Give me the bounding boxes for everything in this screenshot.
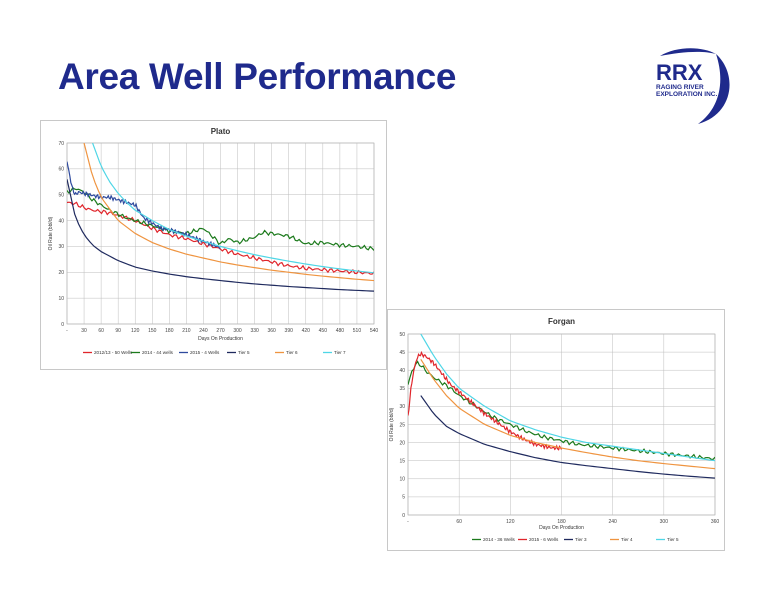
x-tick-label: 180 (165, 328, 174, 334)
x-tick-label: 30 (81, 328, 87, 334)
series-line (420, 359, 715, 470)
series-line (83, 143, 374, 282)
y-tick-label: 0 (402, 513, 405, 519)
legend-entry: Tier 3 (575, 537, 587, 542)
x-tick-label: 60 (98, 328, 104, 334)
x-tick-label: 270 (216, 328, 225, 334)
y-tick-label: 30 (399, 404, 405, 410)
x-tick-label: 240 (199, 328, 208, 334)
y-tick-label: 5 (402, 495, 405, 501)
y-tick-label: 35 (399, 386, 405, 392)
legend-entry: 2014 - 44 wells (142, 350, 174, 355)
x-axis-label: Days On Production (198, 336, 243, 342)
y-tick-label: 70 (58, 141, 64, 147)
x-tick-label: 120 (131, 328, 140, 334)
y-tick-label: 50 (399, 332, 405, 338)
y-tick-label: 45 (399, 350, 405, 356)
x-tick-label: 330 (250, 328, 259, 334)
legend-entry: Tier 5 (238, 350, 250, 355)
y-tick-label: 60 (58, 167, 64, 173)
x-tick-label: 120 (506, 519, 515, 525)
legend-entry: 2015 - 4 Wells (190, 350, 220, 355)
series-line (67, 179, 374, 292)
x-tick-label: 210 (182, 328, 191, 334)
y-axis-label: Oil Rate (bbl/d) (389, 407, 395, 441)
x-tick-label: 300 (233, 328, 242, 334)
x-tick-label: 60 (456, 519, 462, 525)
y-tick-label: 50 (58, 193, 64, 199)
y-tick-label: 25 (399, 422, 405, 428)
x-tick-label: 480 (336, 328, 345, 334)
chart-title: Plato (211, 127, 231, 136)
legend-entry: 2014 - 36 Wells (483, 537, 516, 542)
x-tick-label: - (407, 519, 409, 525)
legend-entry: Tier 7 (334, 350, 346, 355)
x-tick-label: 510 (353, 328, 362, 334)
logo-subtitle: RAGING RIVER EXPLORATION INC. (656, 84, 726, 98)
series-line (67, 186, 374, 251)
y-tick-label: 20 (58, 270, 64, 276)
y-tick-label: 40 (58, 218, 64, 224)
chart-panel-forgan: Forgan 0 5 10 15 20 25 30 35 40 45 50 - 60 120 180 240 30… (387, 309, 725, 551)
x-tick-label: 360 (711, 519, 720, 525)
y-axis-label: Oil Rate (bbl/d) (48, 216, 54, 250)
x-tick-label: 450 (319, 328, 328, 334)
legend-entry: Tier 6 (286, 350, 298, 355)
x-tick-label: 300 (660, 519, 669, 525)
series-line (420, 395, 715, 479)
chart-plato: Plato 0 10 20 30 40 50 60 70 - 30 60 90 120 150 180 210 2… (48, 127, 379, 355)
logo-line-2: EXPLORATION INC. (656, 91, 718, 98)
legend-entry: 2012/13 - 50 Wells (94, 350, 133, 355)
x-tick-label: 150 (148, 328, 157, 334)
series-line (92, 143, 374, 274)
x-tick-label: 180 (557, 519, 566, 525)
chart-title: Forgan (548, 317, 575, 326)
x-tick-label: - (66, 328, 68, 334)
y-tick-label: 15 (399, 459, 405, 465)
x-axis-label: Days On Production (539, 525, 584, 531)
series-line (420, 334, 715, 462)
x-tick-label: 540 (370, 328, 379, 334)
logo-swoosh-icon (660, 48, 730, 124)
y-tick-label: 40 (399, 368, 405, 374)
legend-entry: Tier 5 (667, 537, 679, 542)
y-tick-label: 20 (399, 440, 405, 446)
logo-line-1: RAGING RIVER (656, 84, 704, 91)
chart-panel-plato: Plato 0 10 20 30 40 50 60 70 - 30 60 90 120 150 180 210 2… (40, 120, 387, 370)
y-tick-label: 10 (58, 296, 64, 302)
company-logo: RRX RAGING RIVER EXPLORATION INC. (646, 44, 732, 130)
x-tick-label: 420 (302, 328, 311, 334)
x-tick-label: 90 (115, 328, 121, 334)
series-line (408, 350, 563, 451)
x-tick-label: 360 (267, 328, 276, 334)
legend-entry: 2015 - 6 Wells (529, 537, 559, 542)
x-tick-label: 390 (285, 328, 294, 334)
y-tick-label: 0 (61, 322, 64, 328)
x-tick-label: 240 (608, 519, 617, 525)
page-title: Area Well Performance (58, 56, 457, 97)
chart-forgan: Forgan 0 5 10 15 20 25 30 35 40 45 50 - 60 120 180 240 30… (389, 317, 720, 542)
y-tick-label: 30 (58, 244, 64, 250)
series-line (67, 161, 221, 249)
y-tick-label: 10 (399, 477, 405, 483)
legend-entry: Tier 4 (621, 537, 633, 542)
logo-wordmark: RRX (656, 60, 703, 85)
